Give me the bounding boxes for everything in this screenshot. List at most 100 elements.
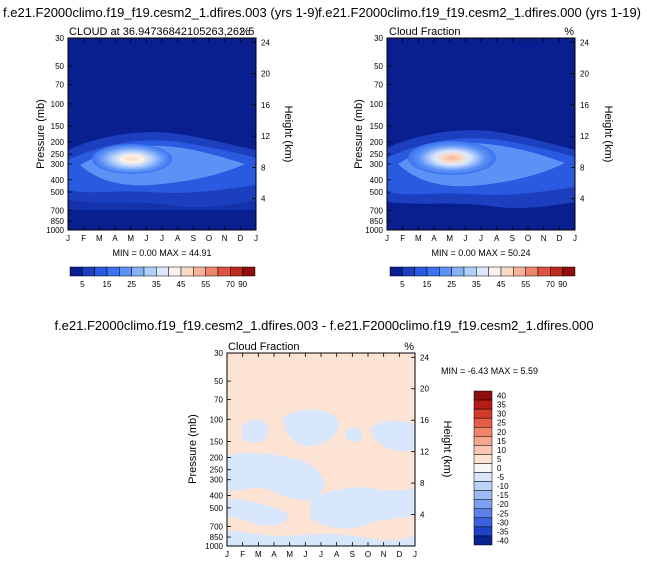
panel-2-colorbar-cell	[537, 266, 551, 277]
panel-1-minmax: MIN = 0.00 MAX = 44.91	[112, 248, 211, 258]
panel-1-ytick-right-label: 24	[261, 38, 270, 47]
panel-3-ytick-label: 70	[214, 396, 223, 405]
panel-3-ytick-label: 150	[210, 438, 224, 447]
panel-3-colorbar-cell	[473, 499, 493, 510]
panel-2-colorbar-cell	[476, 266, 489, 277]
panel-1-colorbar-label: 5	[80, 280, 85, 289]
panel-3-colorbar-cell	[473, 408, 493, 419]
panel-2-colorbar-cell	[500, 266, 514, 277]
panel-2-colorbar-label: 70	[546, 280, 555, 289]
panel-1-colorbar-cell	[180, 266, 194, 277]
panel-1-ytick-label: 100	[51, 100, 65, 109]
panel-1-xtick-label: A	[175, 234, 181, 243]
panel-2-colorbar-cell	[414, 266, 428, 277]
panel-3-region-b	[282, 409, 339, 447]
panel-2-ylabel-right: Height (km)	[602, 106, 614, 163]
panel-3-ytick-label: 1000	[205, 542, 223, 551]
panel-1-xtick-label: O	[206, 234, 212, 243]
panel-3-region-f	[227, 498, 289, 526]
panel-2-ytick-label: 400	[370, 176, 384, 185]
panel-2: f.e21.F2000climo.f19_f19.cesm2_1.dfires.…	[318, 5, 641, 289]
panel-1-colorbar-cell	[242, 266, 256, 277]
panel-1-xtick-label: D	[237, 234, 243, 243]
panel-2-xtick-label: A	[494, 234, 500, 243]
panel-1-colorbar-label: 45	[177, 280, 186, 289]
panel-1-ytick-label: 400	[51, 176, 65, 185]
panel-2-ytick-label: 500	[370, 188, 384, 197]
panel-1: f.e21.F2000climo.f19_f19.cesm2_1.dfires.…	[3, 5, 319, 289]
panel-1-xtick-label: M	[127, 234, 134, 243]
panel-2-colorbar-label: 45	[497, 280, 506, 289]
panel-3-ytick-label: 50	[214, 377, 223, 386]
panel-3-region-d	[370, 420, 415, 452]
panel-3-xtick-label: J	[319, 550, 323, 559]
panel-3-ytick-label: 400	[210, 492, 224, 501]
panel-1-xtick-label: J	[254, 234, 258, 243]
panel-3-ytick-right-label: 8	[420, 479, 425, 488]
panel-3-subtitle-right: %	[404, 341, 414, 353]
panel-1-xtick-label: F	[81, 234, 86, 243]
panel-1-ytick-label: 200	[51, 138, 65, 147]
panel-2-colorbar-label: 15	[423, 280, 432, 289]
panel-1-ytick-label: 150	[51, 122, 65, 131]
panel-2-subtitle-right: %	[564, 26, 574, 38]
panel-1-ytick-label: 700	[51, 206, 65, 215]
panel-3-xtick-label: S	[350, 550, 355, 559]
panel-2-ytick-label: 150	[370, 122, 384, 131]
panel-3-colorbar-cell	[473, 535, 493, 546]
panel-3-colorbar-label: 40	[497, 392, 506, 401]
panel-3: f.e21.F2000climo.f19_f19.cesm2_1.dfires.…	[54, 318, 593, 559]
panel-3-xtick-label: O	[365, 550, 371, 559]
panel-3-ytick-label: 850	[210, 533, 224, 542]
panel-2-ytick-label: 200	[370, 138, 384, 147]
panel-3-xtick-label: J	[225, 550, 229, 559]
panel-2-colorbar-cell	[525, 266, 539, 277]
panel-3-xtick-label: F	[240, 550, 245, 559]
panel-3-colorbar-cell	[473, 454, 493, 464]
panel-2-ytick-label: 850	[370, 217, 384, 226]
panel-2-colorbar: 5 15 25 35 45 55 70 90	[389, 266, 576, 289]
panel-1-colorbar-cell	[217, 266, 231, 277]
panel-3-colorbar-label: 20	[497, 428, 506, 437]
panel-3-ytick-right-label: 24	[420, 353, 429, 362]
panel-1-colorbar-cell	[168, 266, 182, 277]
panel-3-ytick-label: 250	[210, 466, 224, 475]
panel-1-xtick-label: J	[144, 234, 148, 243]
panel-1-colorbar-cell	[193, 266, 206, 277]
panel-1-colorbar-cell	[106, 266, 120, 277]
panel-2-xtick-label: M	[446, 234, 453, 243]
panel-1-ytick-right-label: 12	[261, 132, 270, 141]
panel-2-xtick-label: J	[463, 234, 467, 243]
panel-1-ytick-label: 30	[55, 34, 64, 43]
panel-2-ytick-right-label: 4	[580, 195, 585, 204]
panel-1-colorbar-cell	[131, 266, 145, 277]
panel-1-ytick-right-label: 4	[261, 195, 266, 204]
panel-3-ytick-right-label: 20	[420, 385, 429, 394]
panel-2-colorbar-cell	[562, 266, 576, 277]
panel-2-xtick-label: J	[479, 234, 483, 243]
panel-2-colorbar-cell	[451, 266, 465, 277]
panel-1-xtick-label: N	[222, 234, 228, 243]
panel-3-region-c	[345, 427, 363, 442]
panel-1-colorbar-label: 90	[238, 280, 247, 289]
panel-2-peak	[408, 141, 496, 175]
panel-1-xtick-label: A	[112, 234, 118, 243]
panel-3-colorbar-cell	[473, 399, 493, 410]
panel-2-minmax: MIN = 0.00 MAX = 50.24	[431, 248, 530, 258]
panel-3-ytick-label: 300	[210, 476, 224, 485]
panel-2-xtick-label: S	[510, 234, 515, 243]
panel-3-colorbar-cell	[473, 472, 493, 482]
panel-1-colorbar-label: 25	[127, 280, 136, 289]
panel-2-xtick-label: J	[573, 234, 577, 243]
panel-1-ytick-label: 250	[51, 150, 65, 159]
panel-3-colorbar-label: 0	[497, 464, 502, 473]
panel-2-colorbar-label: 35	[472, 280, 481, 289]
panel-3-colorbar-cell	[473, 463, 493, 473]
panel-3-xtick-label: J	[413, 550, 417, 559]
panel-1-xtick-label: J	[66, 234, 70, 243]
panel-1-colorbar-cell	[205, 266, 219, 277]
panel-3-subtitle-left: Cloud Fraction	[228, 341, 300, 353]
panel-1-colorbar-cell	[156, 266, 169, 277]
panel-1-ytick-label: 850	[51, 217, 65, 226]
